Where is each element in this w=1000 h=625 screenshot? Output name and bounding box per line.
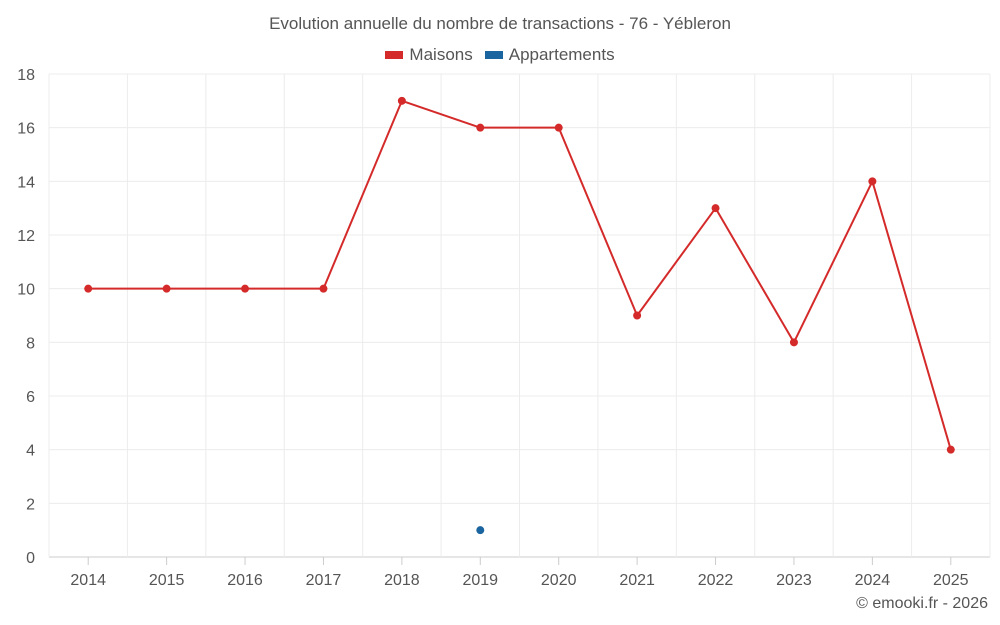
y-tick-label: 12	[17, 228, 35, 245]
series-line-maisons	[88, 99, 952, 450]
y-tick-label: 10	[17, 282, 35, 299]
y-tick-label: 14	[17, 174, 35, 191]
data-point-maisons	[84, 284, 93, 293]
y-tick-label: 0	[26, 550, 35, 567]
data-point-maisons	[241, 284, 250, 293]
y-tick-label: 8	[26, 335, 35, 352]
credit-text: © emooki.fr - 2026	[856, 595, 988, 612]
x-tick-label: 2024	[855, 572, 891, 589]
y-tick-label: 4	[26, 443, 35, 460]
legend-item-appartements[interactable]: Appartements	[484, 45, 615, 65]
x-tick-label: 2021	[619, 572, 655, 589]
legend-swatch-appartements	[484, 51, 503, 59]
legend-label-maisons: Maisons	[409, 45, 473, 64]
x-tick-label: 2020	[541, 572, 577, 589]
y-tick-label: 6	[26, 389, 35, 406]
chart-title: Evolution annuelle du nombre de transact…	[269, 14, 731, 33]
data-point-maisons	[397, 96, 406, 105]
y-tick-label: 16	[17, 121, 35, 138]
data-point-maisons	[946, 445, 955, 454]
x-tick-label: 2025	[933, 572, 969, 589]
x-tick-label: 2017	[306, 572, 342, 589]
y-tick-label: 18	[17, 67, 35, 84]
x-tick-label: 2015	[149, 572, 185, 589]
data-point-maisons	[319, 284, 328, 293]
x-tick-label: 2022	[698, 572, 734, 589]
y-tick-label: 2	[26, 496, 35, 513]
data-point-maisons	[711, 204, 720, 213]
data-point-appartements	[476, 526, 485, 535]
data-point-maisons	[162, 284, 171, 293]
legend: Maisons Appartements	[0, 45, 1000, 65]
x-tick-label: 2019	[462, 572, 498, 589]
legend-swatch-maisons	[385, 51, 404, 59]
data-point-maisons	[633, 311, 642, 320]
data-point-maisons	[554, 123, 563, 132]
x-tick-label: 2018	[384, 572, 420, 589]
data-point-maisons	[789, 338, 798, 347]
x-tick-label: 2023	[776, 572, 812, 589]
x-tick-label: 2016	[227, 572, 263, 589]
data-point-maisons	[868, 177, 877, 186]
legend-item-maisons[interactable]: Maisons	[385, 45, 473, 65]
data-point-maisons	[476, 123, 485, 132]
legend-label-appartements: Appartements	[508, 45, 615, 64]
x-tick-label: 2014	[70, 572, 106, 589]
